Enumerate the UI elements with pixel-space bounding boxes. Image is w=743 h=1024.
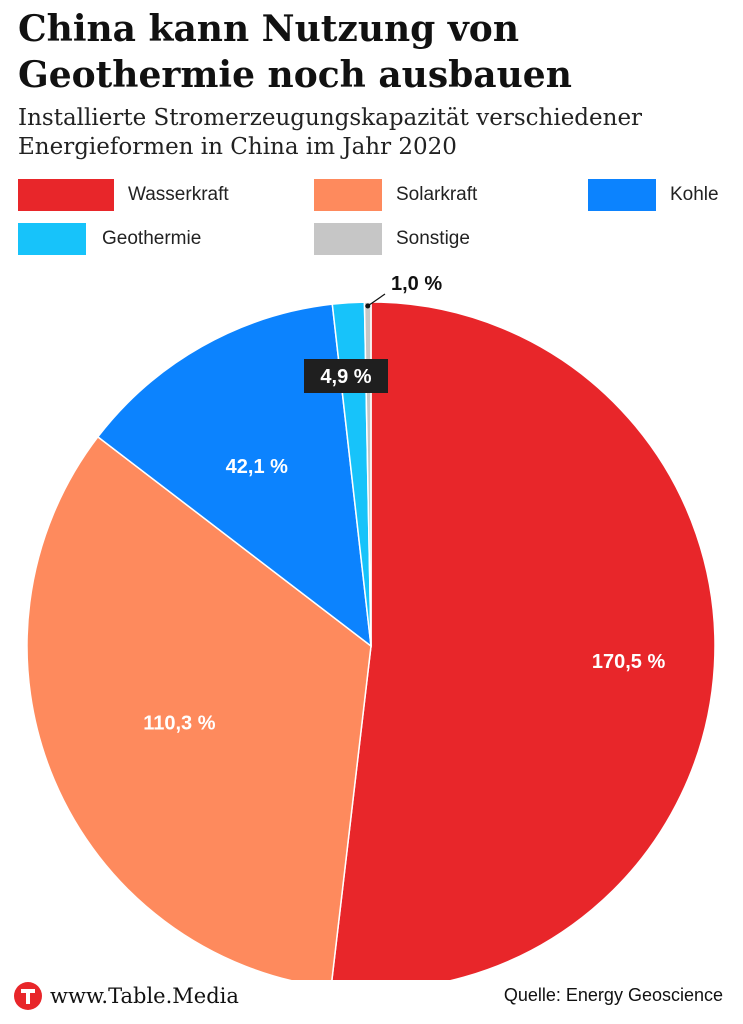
legend-item-solarkraft: Solarkraft xyxy=(314,179,477,211)
brand-url: www.Table.Media xyxy=(50,984,239,1008)
callout-line-sonstige xyxy=(367,293,386,307)
chart-subtitle: Installierte Stromerzeugungskapazität ve… xyxy=(18,105,643,160)
pie-slice-solarkraft xyxy=(26,435,372,980)
chart-title: China kann Nutzung von Geothermie noch a… xyxy=(18,8,572,96)
data-label-solarkraft: 110,3 % xyxy=(143,713,216,735)
legend-item-geothermie: Geothermie xyxy=(18,223,218,255)
legend-label-kohle: Kohle xyxy=(670,184,719,205)
callout-dot-sonstige xyxy=(365,303,371,309)
source-note: Quelle: Energy Geoscience xyxy=(503,985,723,1005)
legend-swatch-sonstige xyxy=(314,223,382,255)
data-label-wasserkraft: 170,5 % xyxy=(592,651,666,673)
data-label-sonstige: 1,0 % xyxy=(391,273,442,295)
legend-swatch-solarkraft xyxy=(314,179,382,211)
legend-label-geothermie: Geothermie xyxy=(102,228,202,249)
legend-label-wasserkraft: Wasserkraft xyxy=(128,184,229,205)
legend-item-wasserkraft: Wasserkraft xyxy=(18,179,229,211)
data-label-kohle: 42,1 % xyxy=(226,456,288,478)
legend-swatch-geothermie xyxy=(18,223,86,255)
legend-item-sonstige: Sonstige xyxy=(314,223,470,255)
legend-label-sonstige: Sonstige xyxy=(396,228,470,249)
legend-label-solarkraft: Solarkraft xyxy=(396,184,478,205)
legend-swatch-kohle xyxy=(588,179,656,211)
legend-item-kohle: Kohle xyxy=(588,179,719,211)
pie-chart: 170,5 % 110,3 % 42,1 % 4,9 % 1,0 % xyxy=(26,273,716,980)
table-media-logo-icon xyxy=(14,982,42,1010)
footer-brand: www.Table.Media xyxy=(14,982,239,1010)
data-label-box-geothermie xyxy=(304,359,388,393)
legend-swatch-wasserkraft xyxy=(18,179,114,211)
pie-slice-kohle xyxy=(96,303,372,648)
data-label-geothermie: 4,9 % xyxy=(320,366,371,388)
pie-slice-wasserkraft xyxy=(331,301,716,980)
